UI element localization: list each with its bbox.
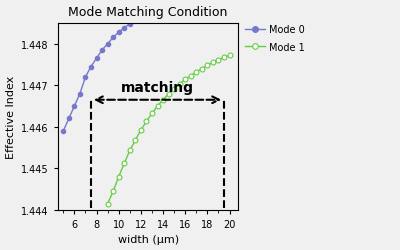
Mode 1 [177,83,182,86]
Mode 1 [183,78,188,82]
Mode 1 [150,112,154,116]
Mode 1 [155,105,160,108]
Mode 0 [183,1,188,4]
Mode 0 [72,105,77,108]
Mode 1 [122,162,127,165]
Mode 1 [166,93,171,96]
Mode 1 [210,62,215,64]
Mode 0 [66,118,71,120]
Mode 0 [94,58,99,60]
Line: Mode 1: Mode 1 [105,54,232,206]
Mode 0 [105,43,110,46]
Legend: Mode 0, Mode 1: Mode 0, Mode 1 [245,25,305,52]
Mode 1 [138,129,143,132]
Mode 1 [172,88,176,91]
Mode 0 [155,9,160,12]
Mode 0 [83,76,88,79]
Mode 0 [122,27,127,30]
Mode 1 [200,68,204,71]
Mode 1 [222,57,226,60]
Mode 1 [227,54,232,58]
Mode 0 [188,0,193,2]
Mode 1 [161,99,166,102]
Mode 0 [111,37,116,40]
Mode 1 [194,71,199,74]
Mode 1 [188,75,193,78]
Mode 1 [216,59,221,62]
Mode 0 [166,5,171,8]
Mode 1 [133,139,138,142]
Mode 1 [205,64,210,68]
Mode 0 [78,93,82,96]
Mode 0 [100,49,104,52]
Mode 0 [172,4,176,7]
Y-axis label: Effective Index: Effective Index [6,76,16,158]
Mode 0 [144,14,149,16]
Mode 1 [128,149,132,152]
Mode 0 [150,11,154,14]
Mode 0 [177,2,182,5]
Line: Mode 0: Mode 0 [61,0,232,134]
Mode 1 [105,202,110,205]
Mode 0 [138,16,143,20]
Mode 0 [194,0,199,1]
Mode 0 [128,23,132,26]
Text: matching: matching [121,80,194,94]
Mode 1 [116,176,121,178]
Mode 1 [111,190,116,193]
Mode 1 [144,120,149,123]
Mode 0 [161,7,166,10]
X-axis label: width (μm): width (μm) [118,234,179,244]
Mode 0 [133,20,138,22]
Title: Mode Matching Condition: Mode Matching Condition [68,6,228,18]
Mode 0 [89,66,94,69]
Mode 0 [61,130,66,133]
Mode 0 [116,32,121,34]
